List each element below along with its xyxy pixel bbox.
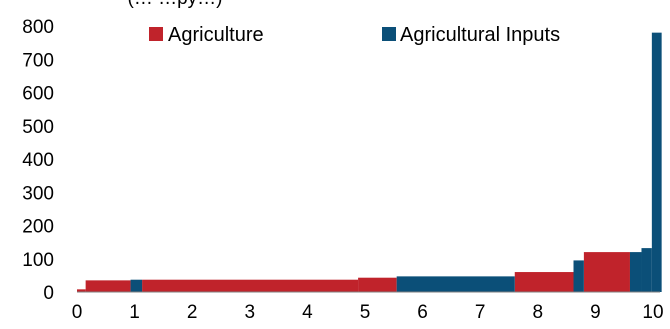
bar-agricultural-inputs-1	[396, 276, 515, 292]
bar-agriculture-2	[142, 279, 359, 292]
y-tick-label: 200	[22, 217, 54, 238]
x-tick-label: 7	[475, 302, 486, 323]
legend-swatch-agricultural-inputs	[382, 27, 396, 41]
bar-agricultural-inputs-5	[651, 32, 662, 293]
x-tick-label: 5	[360, 302, 371, 323]
bar-agricultural-inputs-2	[573, 260, 584, 292]
bars-group	[77, 32, 662, 293]
bar-agriculture-3	[358, 277, 397, 292]
bar-agricultural-inputs-4	[641, 248, 652, 292]
x-tick-label: 9	[590, 302, 601, 323]
x-tick-label: 3	[245, 302, 256, 323]
x-tick-label: 6	[417, 302, 428, 323]
bar-agriculture-4	[514, 272, 574, 292]
x-tick-label: 8	[533, 302, 544, 323]
y-tick-label: 400	[22, 150, 54, 171]
y-axis-ticks: 0 100 200 300 400 500 600 700 800	[22, 17, 54, 304]
chart-subtitle: (… …py…)	[128, 0, 223, 9]
y-tick-label: 100	[22, 250, 54, 271]
x-tick-label: 1	[129, 302, 140, 323]
y-tick-label: 700	[22, 50, 54, 71]
legend-swatch-agriculture	[149, 27, 163, 41]
bar-agricultural-inputs-3	[629, 252, 642, 292]
y-tick-label: 600	[22, 84, 54, 105]
bar-agricultural-inputs-0	[130, 279, 143, 292]
x-tick-label: 2	[187, 302, 198, 323]
legend-label-agricultural-inputs: Agricultural Inputs	[400, 24, 560, 46]
y-tick-label: 300	[22, 183, 54, 204]
legend: Agriculture Agricultural Inputs	[149, 24, 560, 46]
x-tick-label: 10	[642, 302, 663, 323]
y-tick-label: 500	[22, 117, 54, 138]
x-tick-label: 0	[72, 302, 83, 323]
y-tick-label: 800	[22, 17, 54, 38]
bar-agriculture-5	[583, 252, 630, 292]
y-tick-label: 0	[43, 283, 54, 304]
bar-agriculture-0	[77, 289, 86, 292]
x-tick-label: 4	[302, 302, 313, 323]
legend-label-agriculture: Agriculture	[168, 24, 264, 46]
bar-agriculture-1	[85, 280, 131, 292]
x-axis-ticks: 0 1 2 3 4 5 6 7 8 9 10	[72, 302, 664, 323]
